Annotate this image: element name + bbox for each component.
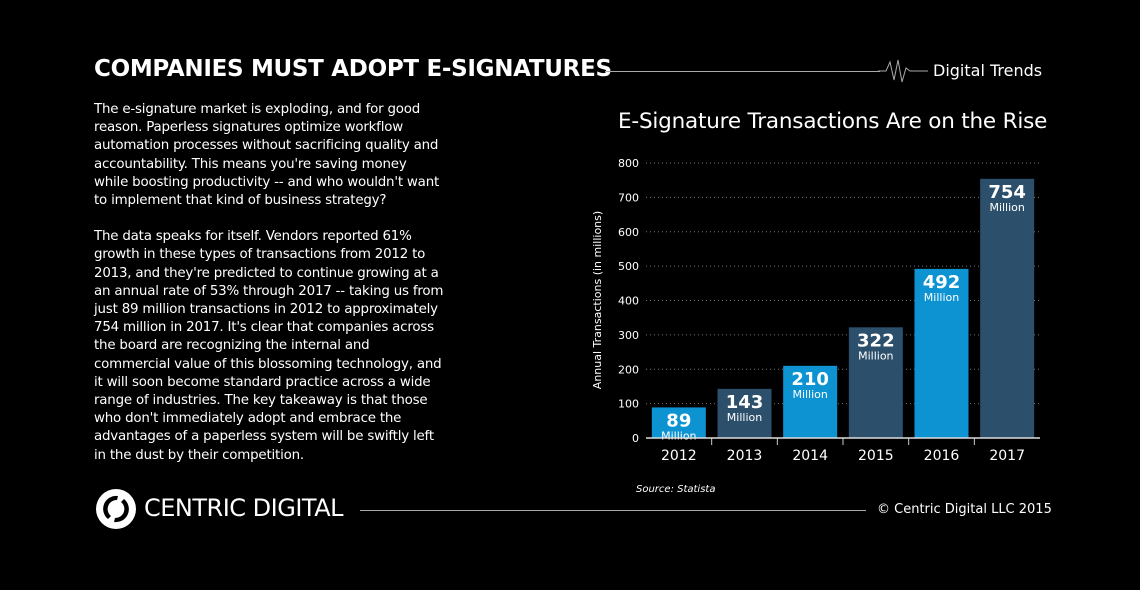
header-divider	[605, 71, 880, 72]
x-tick-label: 2014	[792, 448, 828, 464]
data-label-unit: Million	[858, 349, 893, 362]
bar	[980, 178, 1035, 438]
x-tick-label: 2017	[989, 448, 1025, 464]
chart-source: Source: Statista	[636, 484, 716, 495]
data-label: 322	[857, 330, 895, 351]
data-label-unit: Million	[924, 291, 959, 304]
chart-title: E-Signature Transactions Are on the Rise	[618, 109, 1048, 134]
page-title: COMPANIES MUST ADOPT E-SIGNATURES	[94, 56, 612, 82]
data-label: 210	[791, 369, 829, 390]
bar	[717, 388, 772, 438]
data-label-unit: Million	[727, 411, 762, 424]
bar	[651, 407, 706, 438]
x-tick-label: 2016	[924, 448, 960, 464]
x-tick-label: 2015	[858, 448, 894, 464]
y-axis-label: Annual Transactions (in millions)	[591, 211, 604, 389]
bar-chart: 0 100 200 300 400 500 600 700 800 Annual Transact…	[591, 157, 1040, 464]
data-label-unit: Million	[792, 388, 827, 401]
y-tick-label: 0	[632, 432, 639, 445]
bar	[783, 365, 838, 438]
paragraph: The data speaks for itself. Vendors repo…	[94, 229, 444, 463]
data-label-unit: Million	[661, 429, 696, 442]
data-label: 492	[923, 272, 961, 293]
y-tick-label: 200	[618, 363, 639, 376]
data-label: 89	[666, 410, 691, 431]
data-label-unit: Million	[989, 201, 1024, 214]
data-label: 143	[726, 392, 764, 413]
footer-divider	[360, 510, 866, 511]
y-tick-label: 100	[618, 398, 639, 411]
heartbeat-icon	[878, 59, 928, 83]
bar	[848, 327, 903, 438]
copyright: © Centric Digital LLC 2015	[877, 502, 1052, 517]
y-tick-label: 700	[618, 191, 639, 204]
y-tick-label: 800	[618, 157, 639, 170]
bar	[914, 268, 969, 438]
section-tag: Digital Trends	[933, 61, 1043, 80]
circular-arrows-icon	[96, 489, 136, 529]
paragraph: The e-signature market is exploding, and…	[94, 102, 440, 209]
x-tick-label: 2013	[727, 448, 763, 464]
brand-name: CENTRIC DIGITAL	[144, 494, 344, 522]
data-label: 754	[988, 182, 1026, 203]
x-tick-label: 2012	[661, 448, 697, 464]
y-tick-label: 300	[618, 329, 639, 342]
y-tick-label: 600	[618, 226, 639, 239]
article-body: The e-signature market is exploding, and…	[94, 101, 444, 483]
y-tick-label: 500	[618, 260, 639, 273]
y-tick-label: 400	[618, 295, 639, 308]
